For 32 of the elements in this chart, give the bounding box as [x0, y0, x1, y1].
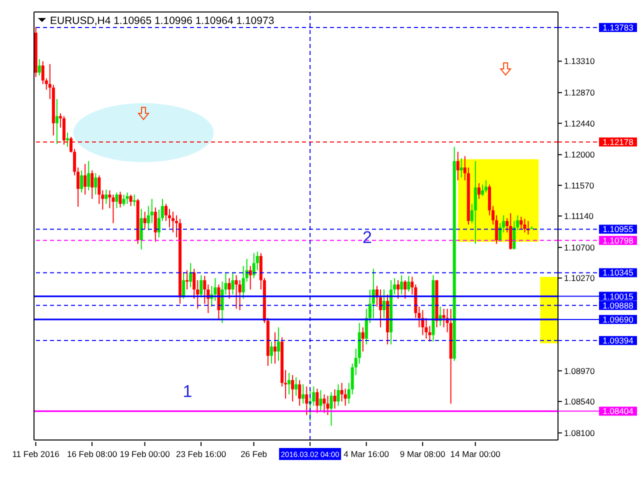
annotation: 2 — [362, 228, 372, 248]
x-tick-label: 23 Feb 16:00 — [176, 449, 226, 459]
y-tick-label: 1.12000 — [564, 150, 595, 160]
ref-line-label: 1.10955 — [602, 224, 634, 234]
annotation: 1 — [182, 382, 192, 401]
ref-line-label: 1.13783 — [602, 22, 634, 32]
ref-line-label: 1.10015 — [602, 291, 634, 302]
ref-line-label: 1.12178 — [602, 136, 634, 147]
y-tick-label: 1.08540 — [564, 396, 595, 406]
ref-line-label: 1.10798 — [602, 235, 634, 246]
y-tick-label: 1.12870 — [564, 88, 595, 98]
x-tick-label: 26 Feb — [240, 449, 268, 459]
y-tick-label: 1.13310 — [564, 56, 595, 66]
ref-line-label: 1.08404 — [602, 406, 634, 416]
ref-line-label: 1.09888 — [602, 300, 634, 310]
y-tick-label: 1.08100 — [564, 428, 595, 438]
y-tick-label: 1.12440 — [564, 118, 595, 128]
x-tick-label: 11 Feb 2016 — [12, 449, 60, 459]
x-tick-label: 16 Feb 08:00 — [66, 449, 118, 459]
y-tick-label: 1.11570 — [564, 180, 594, 190]
x-tick-label: 14 Mar 00:00 — [450, 449, 501, 459]
y-tick-label: 1.10270 — [564, 273, 595, 284]
chart-title: EURUSD,H4 1.10965 1.10996 1.10964 1.10973 — [50, 15, 274, 27]
y-tick-label: 1.08970 — [564, 366, 595, 376]
ref-line-label: 1.09394 — [602, 336, 634, 346]
x-tick-label: 19 Feb 00:00 — [120, 449, 170, 459]
ref-line-label: 1.09690 — [602, 314, 634, 324]
x-tick-label: 4 Mar 16:00 — [344, 449, 390, 459]
x-tick-label: 9 Mar 08:00 — [400, 449, 446, 459]
ref-line-label: 1.10345 — [602, 268, 634, 278]
y-tick-label: 1.11140 — [564, 211, 594, 222]
y-tick-label: 1.10700 — [564, 242, 595, 252]
